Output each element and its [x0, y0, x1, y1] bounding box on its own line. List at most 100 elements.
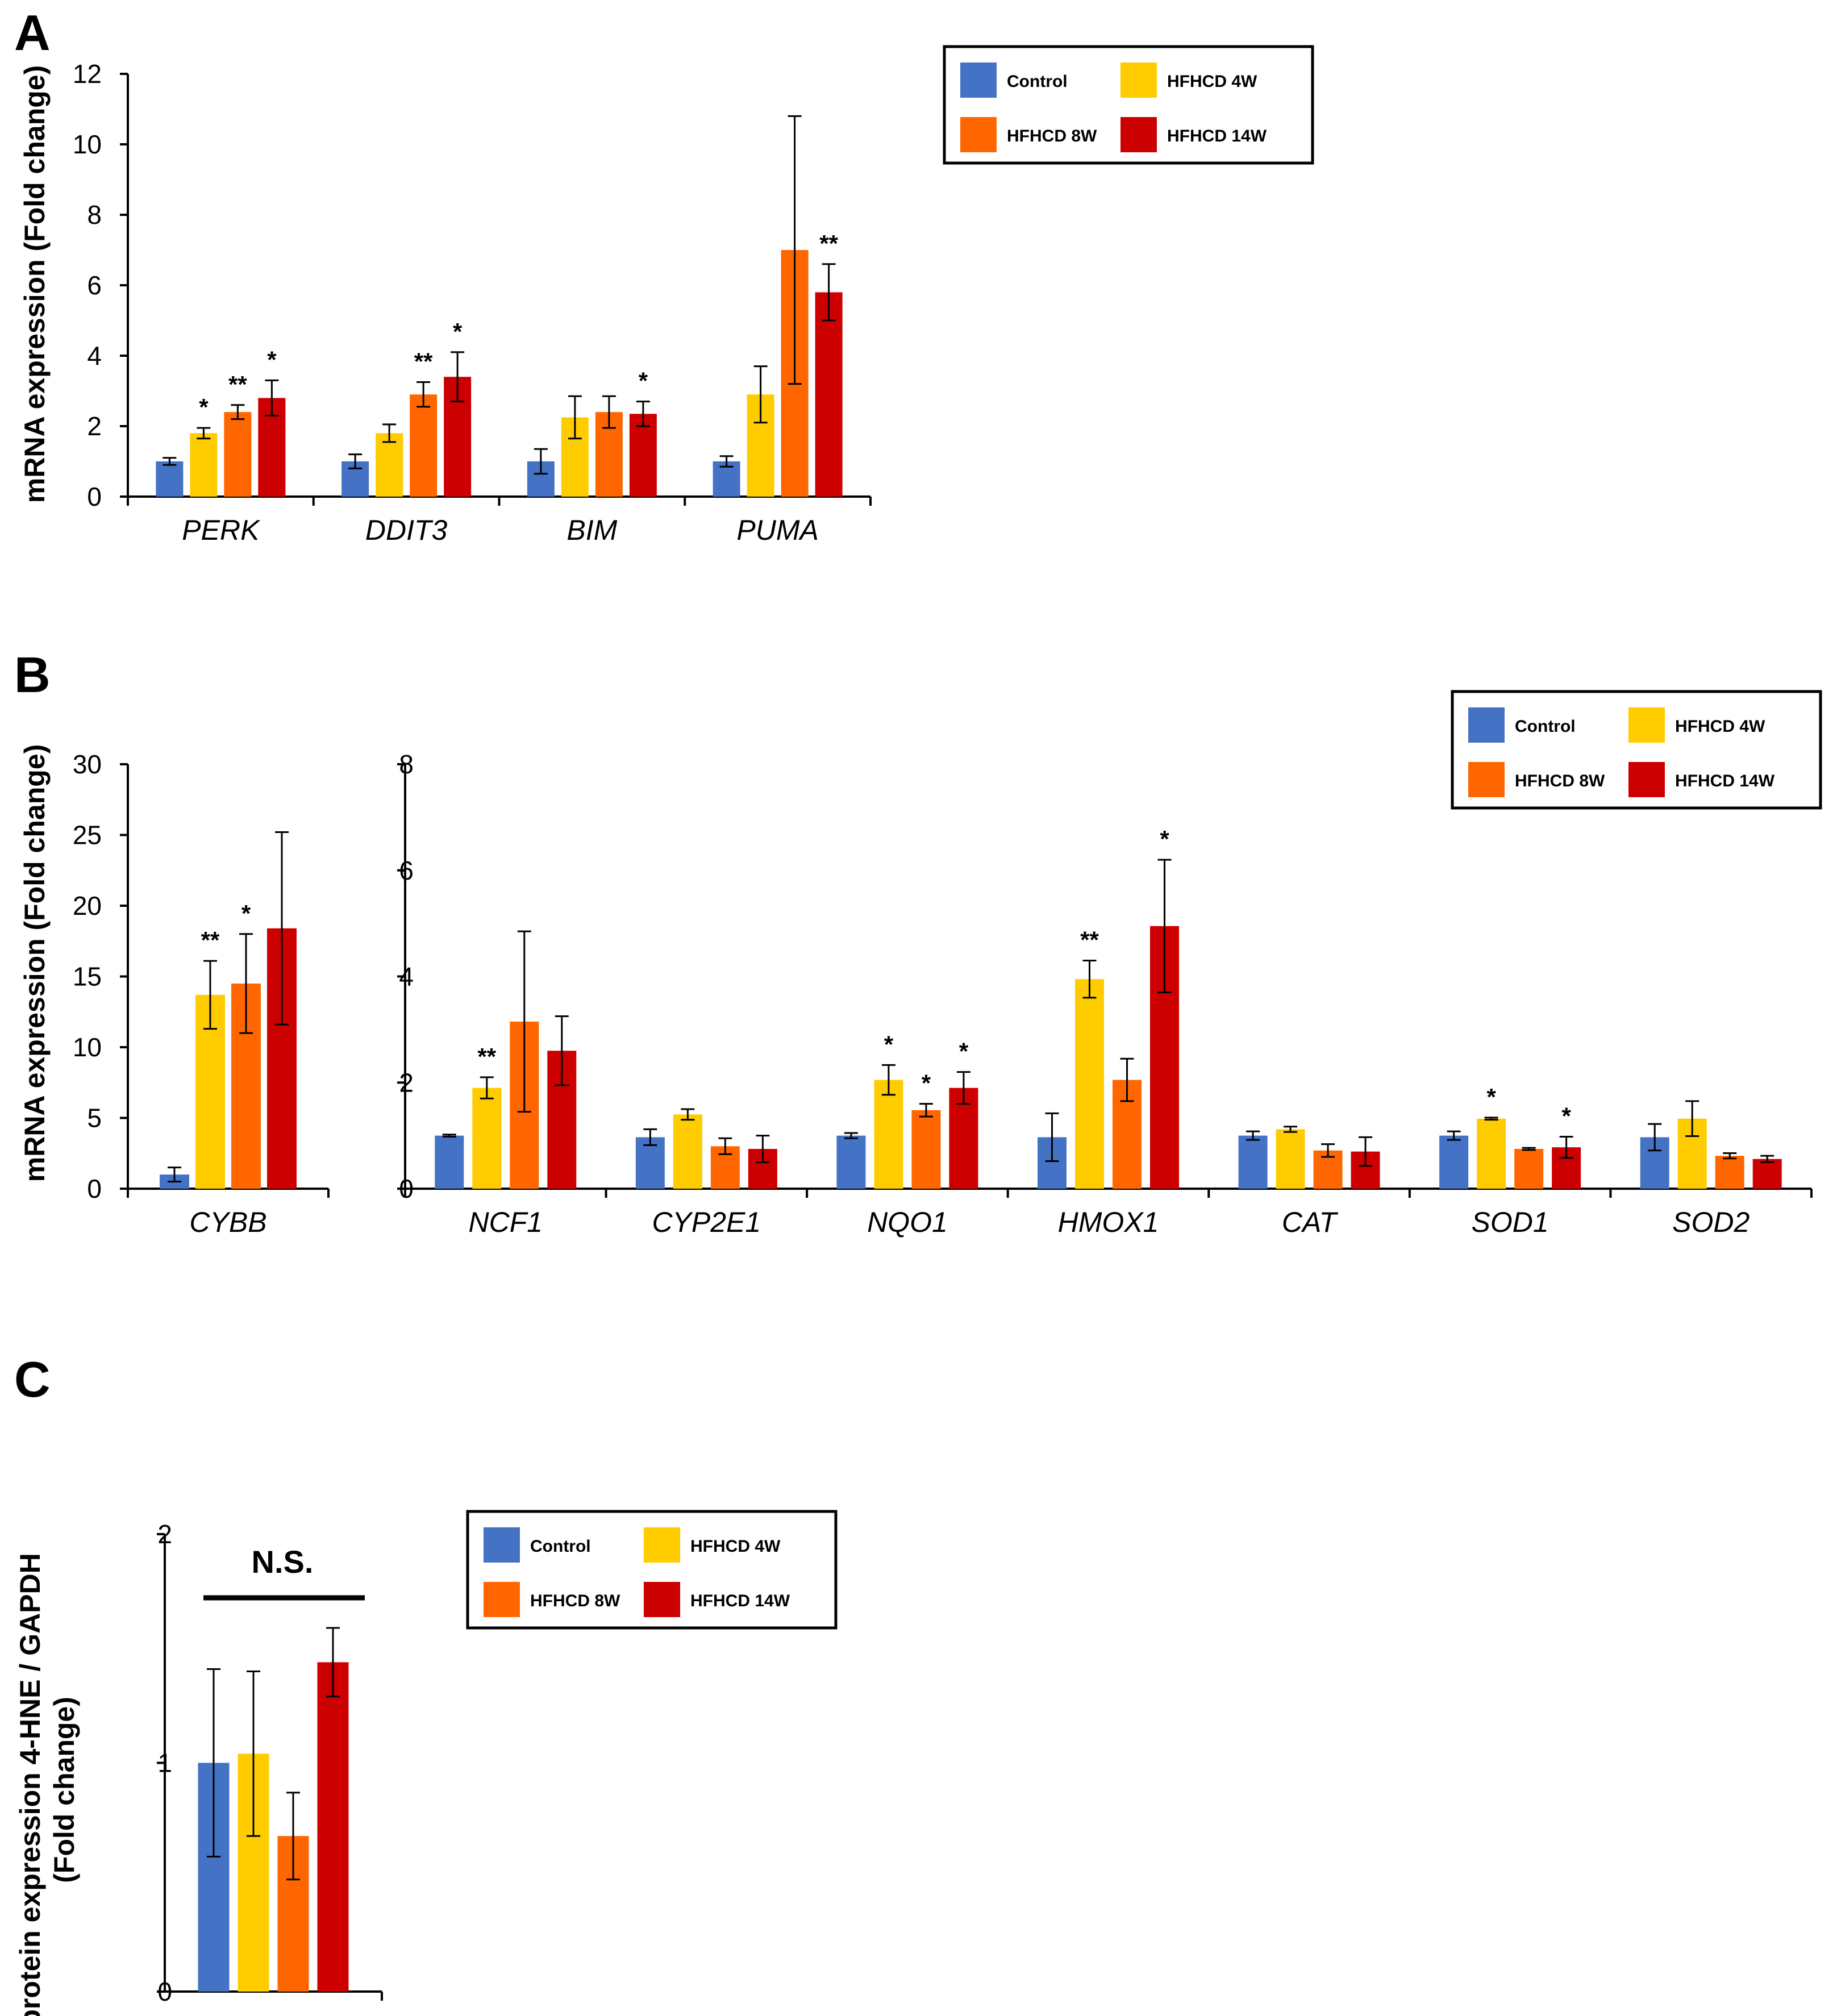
category-label-hmox1: HMOX1: [1058, 1206, 1159, 1238]
significance-p0-ddit3-hfhcd-14w: *: [453, 318, 463, 345]
significance-p2-ncf1-hfhcd-4w: **: [477, 1043, 496, 1070]
significance-p0-perk-hfhcd-8w: **: [228, 371, 247, 398]
significance-p0-ddit3-hfhcd-8w: **: [414, 348, 433, 375]
p2-y-tick-label: 4: [399, 962, 414, 992]
category-label-cat: CAT: [1282, 1206, 1339, 1238]
p0-y-tick-label: 2: [87, 411, 102, 441]
panel-c-ylabel: protein expression 4-HNE / GAPDH: [14, 1553, 46, 2016]
p1-y-tick-label: 20: [73, 891, 102, 920]
legend-swatch-hfhcd-14w: [1120, 117, 1157, 152]
legend-swatch-hfhcd-8w: [960, 117, 997, 152]
bar-p2-nqo1-hfhcd-8w: [911, 1110, 941, 1189]
bar-p0-perk-hfhcd-4w: [190, 433, 218, 497]
p1-y-tick-label: 30: [73, 749, 102, 779]
legend-swatch-control: [1468, 707, 1505, 743]
panel-letter-b: B: [14, 647, 51, 703]
panel-letter-c: C: [14, 1351, 51, 1407]
bar-p2-sod1-control: [1439, 1135, 1469, 1189]
p0-y-tick-label: 0: [87, 482, 102, 511]
ns-annotation: N.S.: [252, 1544, 314, 1580]
bar-p2-cat-hfhcd-4w: [1276, 1129, 1305, 1189]
significance-p1-cybb-hfhcd-8w: *: [241, 900, 251, 927]
significance-p2-hmox1-hfhcd-4w: **: [1080, 926, 1099, 953]
category-label-ncf1: NCF1: [468, 1206, 543, 1238]
bar-p2-cat-control: [1238, 1135, 1268, 1189]
category-label-cybb: CYBB: [189, 1206, 266, 1238]
p2-y-tick-label: 2: [399, 1068, 414, 1097]
bar-p2-sod2-hfhcd-14w: [1752, 1159, 1782, 1189]
legend-swatch-hfhcd-4w: [644, 1527, 680, 1563]
legend-swatch-hfhcd-8w: [1468, 762, 1505, 797]
p1-y-tick-label: 10: [73, 1032, 102, 1062]
p3-y-tick-label: 1: [157, 1748, 172, 1778]
bar-p2-sod1-hfhcd-4w: [1477, 1118, 1506, 1189]
p1-y-tick-label: 5: [87, 1103, 102, 1133]
p3-y-tick-label: 0: [157, 1977, 172, 2006]
legend-swatch-hfhcd-4w: [1628, 707, 1665, 743]
significance-p2-nqo1-hfhcd-4w: *: [884, 1031, 894, 1057]
significance-p2-nqo1-hfhcd-8w: *: [922, 1070, 931, 1097]
p0-y-tick-label: 10: [73, 130, 102, 159]
p0-y-tick-label: 12: [73, 59, 102, 89]
p0-y-tick-label: 4: [87, 341, 102, 370]
p1-y-tick-label: 0: [87, 1174, 102, 1203]
bar-p3-sample-hfhcd-14w: [317, 1662, 349, 1992]
legend-label-control: Control: [530, 1537, 591, 1556]
p2-y-tick-label: 6: [399, 856, 414, 885]
bar-p2-hmox1-hfhcd-4w: [1075, 979, 1104, 1189]
legend-label-control: Control: [1007, 72, 1068, 91]
category-label-sod1: SOD1: [1472, 1206, 1549, 1238]
legend-label-hfhcd-8w: HFHCD 8W: [530, 1592, 620, 1610]
bar-p2-nqo1-hfhcd-14w: [949, 1088, 978, 1189]
panel-b-ylabel: mRNA expression (Fold change): [19, 744, 51, 1182]
legend-label-hfhcd-4w: HFHCD 4W: [1167, 72, 1257, 91]
bar-p0-perk-hfhcd-8w: [224, 412, 252, 497]
bar-p2-cyp2e1-hfhcd-4w: [673, 1114, 702, 1189]
significance-p2-nqo1-hfhcd-14w: *: [959, 1038, 969, 1065]
bar-p0-perk-control: [156, 461, 184, 497]
bar-p2-sod2-hfhcd-8w: [1715, 1156, 1744, 1189]
bar-p2-ncf1-hfhcd-4w: [472, 1088, 502, 1189]
legend-label-hfhcd-8w: HFHCD 8W: [1515, 772, 1605, 790]
category-label-sod2: SOD2: [1672, 1206, 1749, 1238]
significance-p2-sod1-hfhcd-14w: *: [1561, 1102, 1571, 1129]
bar-p0-puma-hfhcd-14w: [815, 292, 843, 497]
legend-label-hfhcd-14w: HFHCD 14W: [690, 1592, 790, 1610]
significance-p0-perk-hfhcd-14w: *: [267, 346, 277, 373]
legend-label-hfhcd-14w: HFHCD 14W: [1167, 127, 1267, 145]
legend-a: Control HFHCD 4W HFHCD 8W HFHCD 14W: [943, 45, 1314, 165]
legend-swatch-hfhcd-14w: [1628, 762, 1665, 797]
p1-y-tick-label: 25: [73, 820, 102, 850]
legend-label-control: Control: [1515, 717, 1576, 736]
category-label-nqo1: NQO1: [867, 1206, 948, 1238]
legend-swatch-hfhcd-4w: [1120, 63, 1157, 98]
p0-y-tick-label: 8: [87, 200, 102, 230]
legend-swatch-hfhcd-14w: [644, 1582, 680, 1617]
significance-p0-bim-hfhcd-14w: *: [639, 368, 648, 394]
bar-p2-nqo1-control: [836, 1135, 866, 1189]
panel-a-ylabel: mRNA expression (Fold change): [19, 65, 51, 503]
legend-swatch-hfhcd-8w: [484, 1582, 520, 1617]
legend-label-hfhcd-14w: HFHCD 14W: [1675, 772, 1775, 790]
bar-p0-ddit3-hfhcd-8w: [410, 394, 438, 497]
significance-p0-perk-hfhcd-4w: *: [199, 394, 209, 420]
bar-p2-nqo1-hfhcd-4w: [874, 1080, 903, 1189]
bar-p2-ncf1-control: [435, 1135, 464, 1189]
legend-c: Control HFHCD 4W HFHCD 8W HFHCD 14W: [466, 1510, 838, 1630]
significance-p0-puma-hfhcd-14w: **: [819, 230, 838, 257]
p2-y-tick-label: 8: [399, 749, 414, 779]
p2-y-tick-label: 0: [399, 1174, 414, 1203]
legend-label-hfhcd-4w: HFHCD 4W: [1675, 717, 1765, 736]
legend-b: Control HFHCD 4W HFHCD 8W HFHCD 14W: [1451, 690, 1822, 810]
legend-label-hfhcd-8w: HFHCD 8W: [1007, 127, 1097, 145]
legend-swatch-control: [960, 63, 997, 98]
panel-c-ylabel-sub: (Fold change): [48, 1697, 80, 1883]
bar-p0-bim-hfhcd-14w: [629, 414, 657, 497]
category-label-ddit3: DDIT3: [365, 514, 448, 546]
legend-label-hfhcd-4w: HFHCD 4W: [690, 1537, 781, 1556]
panel-c-chart: 0 1 2: [157, 1519, 383, 2006]
